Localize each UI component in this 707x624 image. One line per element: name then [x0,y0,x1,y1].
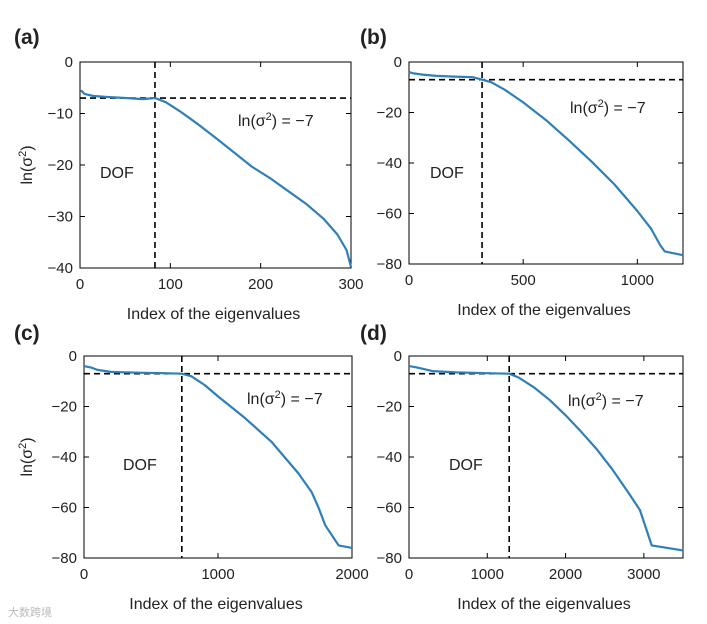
x-axis-label: Index of the eigenvalues [129,596,302,613]
y-axis-label-sup: 2 [17,443,29,449]
y-tick-label: −20 [52,399,77,416]
y-tick-label: 0 [69,348,77,365]
y-tick-label: −80 [377,550,402,567]
x-tick-label: 500 [511,272,536,289]
y-axis-label-close: ) [19,145,36,150]
y-tick-label: −60 [377,206,402,223]
y-axis-label-base: ln(σ [19,157,36,185]
dof-label: DOF [123,457,157,474]
y-tick-label: −20 [377,399,402,416]
eigenvalue-curve-d [408,365,684,552]
y-tick-label: −40 [48,260,73,277]
dof-label: DOF [100,165,134,182]
x-axis-label: Index of the eigenvalues [457,596,630,613]
annotation-base: ln(σ [247,391,275,408]
annotation-sup: 2 [266,111,272,123]
annotation-rest: ) = −7 [272,113,314,130]
x-tick-label: 0 [76,276,84,293]
y-tick-label: 0 [65,54,73,71]
y-tick-label: −80 [377,256,402,273]
y-axis-label-sup: 2 [17,151,29,157]
eigenvalue-curve-a [80,89,353,268]
annotation-rest: ) = −7 [281,391,323,408]
x-tick-label: 100 [158,276,183,293]
x-tick-label: 1000 [471,566,504,583]
x-axis-label: Index of the eigenvalues [127,306,300,323]
y-tick-label: −40 [377,155,402,172]
panel-label-b: (b) [360,26,387,49]
y-tick-label: −80 [52,550,77,567]
y-axis-label-close: ) [19,437,36,442]
x-tick-label: 0 [405,566,413,583]
dof-label: DOF [449,457,483,474]
annotation-base: ln(σ [568,393,596,410]
annotation-sup: 2 [275,389,281,401]
x-tick-label: 300 [338,276,363,293]
y-axis-label-base: ln(σ [19,449,36,477]
y-tick-label: −20 [48,157,73,174]
watermark-text: 大数跨境 [8,605,52,619]
dof-label: DOF [430,165,464,182]
x-tick-label: 200 [248,276,273,293]
x-tick-label: 0 [405,272,413,289]
threshold-annotation: ln(σ2) = −7 [238,111,314,130]
y-tick-label: −60 [52,500,77,517]
panel-label-a: (a) [14,26,40,49]
y-tick-label: −60 [377,500,402,517]
x-tick-label: 3000 [627,566,660,583]
eigenvalue-curve-c [83,365,353,549]
x-tick-label: 2000 [335,566,368,583]
y-axis-label: ln(σ2) [17,145,36,184]
plot-frame [408,61,684,265]
annotation-rest: ) = −7 [602,393,644,410]
threshold-annotation: ln(σ2) = −7 [568,391,644,410]
annotation-base: ln(σ [570,100,598,117]
x-tick-label: 0 [80,566,88,583]
y-tick-label: −10 [48,106,73,123]
x-tick-label: 1000 [201,566,234,583]
annotation-base: ln(σ [238,113,266,130]
y-tick-label: −40 [52,449,77,466]
panel-label-c: (c) [14,322,40,345]
threshold-annotation: ln(σ2) = −7 [247,389,323,408]
y-tick-label: 0 [394,54,402,71]
y-tick-label: −40 [377,449,402,466]
threshold-annotation: ln(σ2) = −7 [570,98,646,117]
panel-label-d: (d) [360,322,387,345]
eigenvalue-curve-b [408,71,684,257]
y-tick-label: −20 [377,105,402,122]
y-tick-label: −30 [48,209,73,226]
x-axis-label: Index of the eigenvalues [457,302,630,319]
y-axis-label: ln(σ2) [17,437,36,476]
x-tick-label: 1000 [621,272,654,289]
annotation-sup: 2 [598,98,604,110]
x-tick-label: 2000 [549,566,582,583]
y-tick-label: 0 [394,348,402,365]
annotation-rest: ) = −7 [604,100,646,117]
annotation-sup: 2 [596,391,602,403]
